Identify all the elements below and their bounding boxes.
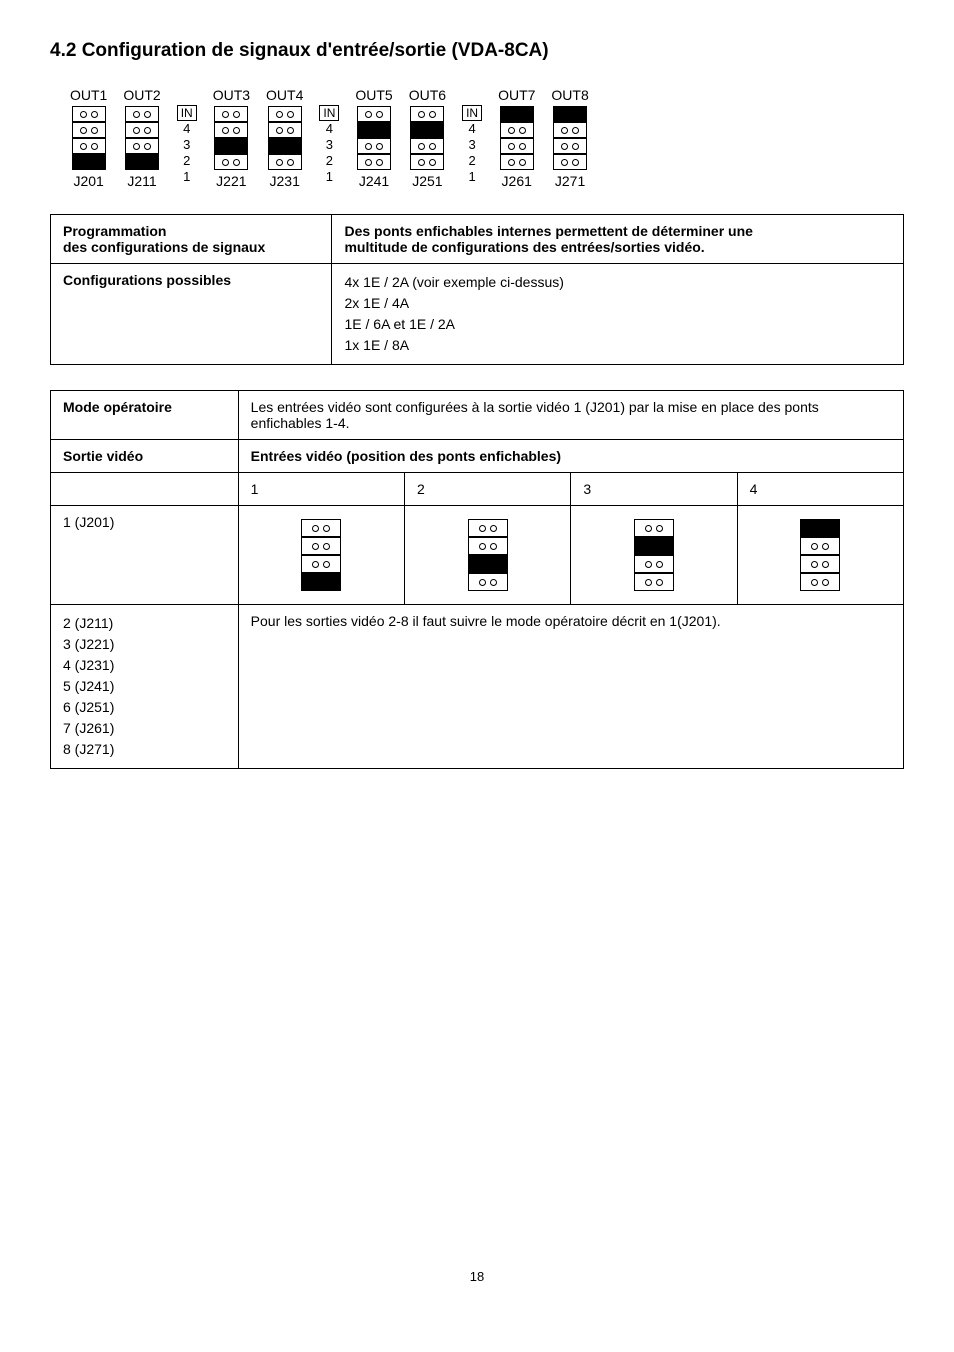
mode-op-label: Mode opératoire <box>63 399 172 415</box>
row-2-text: Pour les sorties vidéo 2-8 il faut suivr… <box>238 605 903 769</box>
conf-line-3: 1E / 6A et 1E / 2A <box>344 314 891 335</box>
conf-possibles-label: Configurations possibles <box>63 272 319 288</box>
prog-desc-1: Des ponts enfichables internes permetten… <box>344 223 891 239</box>
col-2: 2 <box>404 473 570 506</box>
col-4: 4 <box>737 473 903 506</box>
mode-operatoire-table: Mode opératoire Les entrées vidéo sont c… <box>50 390 904 769</box>
page-number: 18 <box>50 1269 904 1284</box>
mode-op-desc: Les entrées vidéo sont configurées à la … <box>238 391 903 440</box>
entrees-video-label: Entrées vidéo (position des ponts enfich… <box>251 448 561 464</box>
col-3: 3 <box>571 473 737 506</box>
row-2-labels: 2 (J211)3 (J221)4 (J231)5 (J241)6 (J251)… <box>51 605 239 769</box>
programmation-table: Programmation des configurations de sign… <box>50 214 904 365</box>
sortie-video-label: Sortie vidéo <box>63 448 143 464</box>
jumper-diagram: OUT1J201OUT2J211IN4321OUT3J221OUT4J231IN… <box>70 87 904 189</box>
prog-label-1: Programmation <box>63 223 319 239</box>
col-1: 1 <box>238 473 404 506</box>
prog-desc-2: multitude de configurations des entrées/… <box>344 239 891 255</box>
row-1-label: 1 (J201) <box>51 506 239 605</box>
conf-line-1: 4x 1E / 2A (voir exemple ci-dessus) <box>344 272 891 293</box>
prog-label-2: des configurations de signaux <box>63 239 319 255</box>
page-title: 4.2 Configuration de signaux d'entrée/so… <box>50 40 904 62</box>
conf-line-4: 1x 1E / 8A <box>344 335 891 356</box>
conf-line-2: 2x 1E / 4A <box>344 293 891 314</box>
